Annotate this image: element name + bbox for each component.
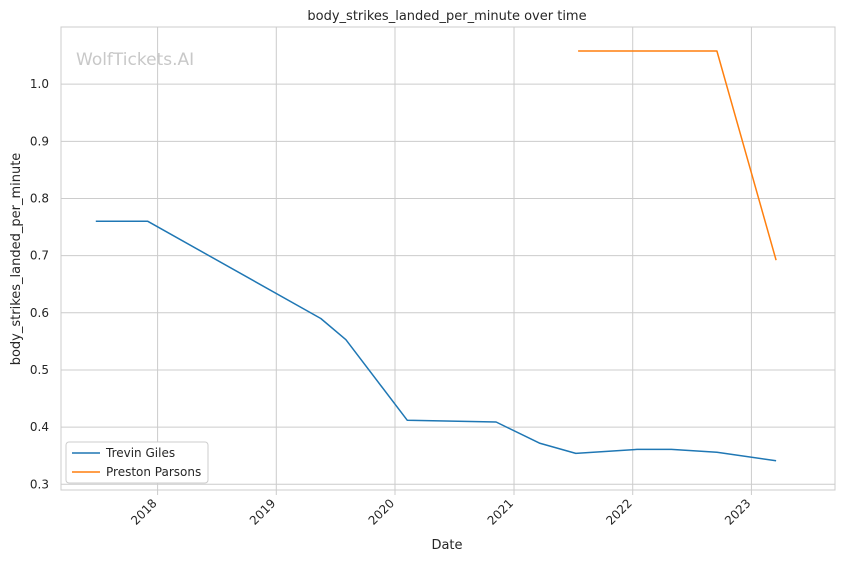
y-axis-title: body_strikes_landed_per_minute	[9, 153, 24, 366]
y-tick-label: 0.7	[30, 249, 49, 263]
y-axis: 0.3 0.4 0.5 0.6 0.7 0.8 0.9 1.0	[30, 77, 49, 491]
y-tick-label: 0.3	[30, 477, 49, 491]
y-tick-label: 0.6	[30, 306, 49, 320]
legend: Trevin Giles Preston Parsons	[65, 441, 209, 484]
y-tick-label: 0.4	[30, 420, 49, 434]
y-tick-label: 0.8	[30, 191, 49, 205]
series-line-1	[95, 220, 777, 462]
x-tick-label: 2022	[603, 496, 634, 527]
series-lines	[95, 50, 777, 462]
y-tick-label: 0.9	[30, 134, 49, 148]
x-tick-label: 2021	[485, 496, 516, 527]
chart-title: body_strikes_landed_per_minute over time	[307, 9, 586, 24]
x-tick-label: 2023	[722, 496, 753, 527]
legend-box	[65, 441, 209, 484]
y-tick-label: 0.5	[30, 363, 49, 377]
x-axis-title: Date	[431, 538, 462, 553]
y-tick-label: 1.0	[30, 77, 49, 91]
plot-frame	[60, 26, 836, 491]
x-axis: 2018 2019 2020 2021 2022 2023	[128, 490, 754, 528]
grid	[61, 27, 835, 490]
series-line-2	[578, 50, 777, 261]
legend-label: Preston Parsons	[106, 465, 201, 479]
watermark: WolfTickets.AI	[76, 50, 194, 70]
x-tick-label: 2019	[247, 496, 278, 527]
x-tick-label: 2020	[366, 496, 397, 527]
legend-label: Trevin Giles	[105, 446, 175, 460]
x-tick-label: 2018	[128, 496, 159, 527]
